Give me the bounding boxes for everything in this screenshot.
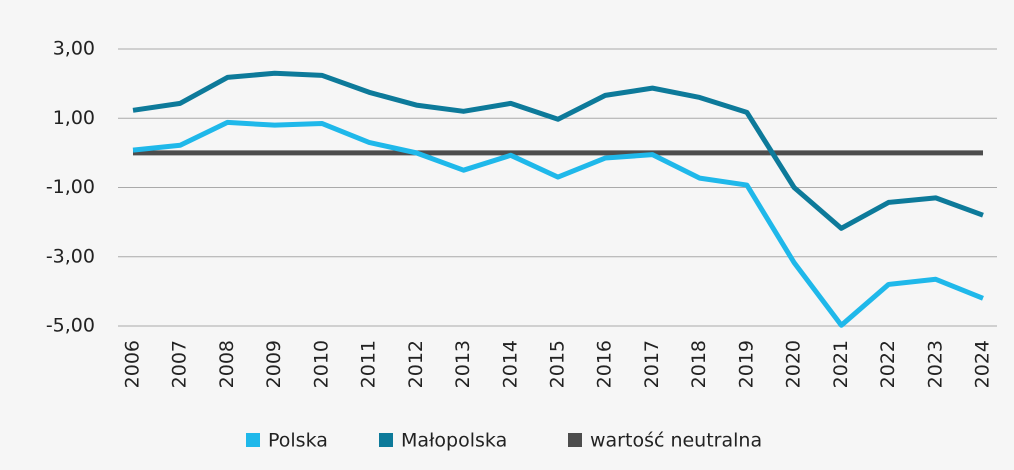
x-tick-label: 2007 — [169, 340, 191, 388]
x-tick-label: 2024 — [972, 340, 994, 388]
x-tick-label: 2021 — [830, 340, 852, 388]
y-tick-label: -5,00 — [46, 315, 95, 337]
line-series — [132, 70, 984, 231]
y-tick-label: 3,00 — [53, 38, 95, 60]
x-tick-label: 2022 — [877, 340, 899, 388]
x-tick-label: 2015 — [547, 340, 569, 388]
line-series — [132, 119, 984, 328]
x-tick-label: 2018 — [688, 340, 710, 388]
x-tick-label: 2011 — [358, 340, 380, 388]
x-tick-label: 2016 — [594, 340, 616, 388]
x-tick-label: 2012 — [405, 340, 427, 388]
legend-swatch — [246, 433, 260, 447]
legend-item: wartość neutralna — [568, 430, 762, 452]
legend-label: wartość neutralna — [590, 430, 762, 452]
legend-swatch — [379, 433, 393, 447]
legend-label: Małopolska — [401, 430, 507, 452]
legend-item: Małopolska — [379, 430, 507, 452]
x-tick-label: 2008 — [216, 340, 238, 388]
x-tick-label: 2014 — [499, 340, 521, 388]
legend-label: Polska — [268, 430, 328, 452]
x-tick-label: 2023 — [924, 340, 946, 388]
y-tick-label: 1,00 — [53, 107, 95, 129]
x-tick-label: 2019 — [735, 340, 757, 388]
legend-item: Polska — [246, 430, 328, 452]
x-tick-label: 2006 — [122, 340, 144, 388]
y-tick-label: -3,00 — [46, 245, 95, 267]
legend-swatch — [568, 433, 582, 447]
x-tick-label: 2009 — [263, 340, 285, 388]
y-tick-label: -1,00 — [46, 176, 95, 198]
x-tick-label: 2013 — [452, 340, 474, 388]
x-tick-label: 2010 — [310, 340, 332, 388]
x-tick-label: 2017 — [641, 340, 663, 388]
x-tick-label: 2020 — [783, 340, 805, 388]
